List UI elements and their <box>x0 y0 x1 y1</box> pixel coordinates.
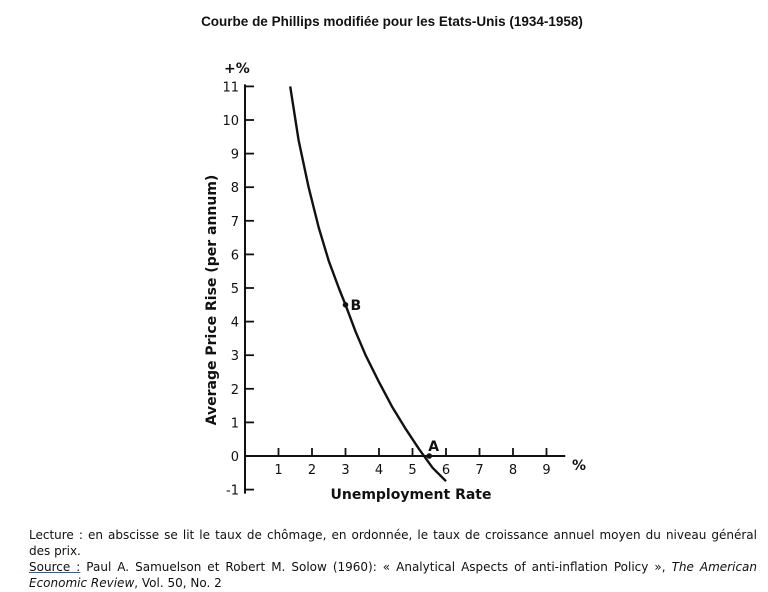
source-label: Source : <box>29 560 81 574</box>
y-tick-label: 7 <box>231 215 239 230</box>
source-line: Source : Paul A. Samuelson et Robert M. … <box>29 559 757 591</box>
volume-text: , Vol. 50, No. 2 <box>134 576 222 590</box>
y-tick-label: 1 <box>231 416 239 431</box>
y-tick-label: 5 <box>231 282 239 297</box>
x-tick-label: 8 <box>509 463 517 478</box>
point-b-marker <box>342 302 349 308</box>
y-tick-label: 9 <box>231 148 239 163</box>
y-tick-label: -1 <box>226 484 239 499</box>
y-tick-label: 4 <box>231 316 239 331</box>
x-tick-label: 2 <box>308 463 316 478</box>
y-tick-label: 6 <box>231 248 239 263</box>
y-axis-unit: +% <box>224 61 250 77</box>
y-axis-title: Average Price Rise (per annum) <box>204 175 220 426</box>
annotations: AB <box>342 298 439 459</box>
x-tick-label: 3 <box>341 463 349 478</box>
y-tick-label: 10 <box>222 114 239 129</box>
x-axis-unit: % <box>572 458 586 474</box>
y-tick-label: 11 <box>222 80 239 95</box>
source-text: Paul A. Samuelson et Robert M. Solow (19… <box>80 560 672 574</box>
phillips-curve-line <box>289 86 447 483</box>
y-tick-label: 2 <box>231 383 239 398</box>
x-tick-label: 9 <box>542 463 550 478</box>
y-tick-label: 0 <box>231 450 239 465</box>
curve-layer <box>289 86 447 483</box>
x-tick-label: 1 <box>274 463 282 478</box>
point-a-marker <box>426 453 433 459</box>
x-tick-label: 5 <box>408 463 416 478</box>
y-tick-label: 3 <box>231 349 239 364</box>
point-b-label: B <box>351 298 362 314</box>
point-a-label: A <box>428 439 439 455</box>
x-axis-title: Unemployment Rate <box>330 487 491 503</box>
caption: Lecture : en abscisse se lit le taux de … <box>29 527 757 591</box>
x-tick-label: 7 <box>475 463 483 478</box>
chart-title: Courbe de Phillips modifiée pour les Eta… <box>201 14 583 29</box>
journal-name: The American Economic Review <box>29 560 757 590</box>
y-tick-label: 8 <box>231 181 239 196</box>
x-tick-label: 6 <box>442 463 450 478</box>
axes <box>244 84 566 494</box>
x-tick-label: 4 <box>375 463 383 478</box>
lecture-text: Lecture : en abscisse se lit le taux de … <box>29 528 757 558</box>
